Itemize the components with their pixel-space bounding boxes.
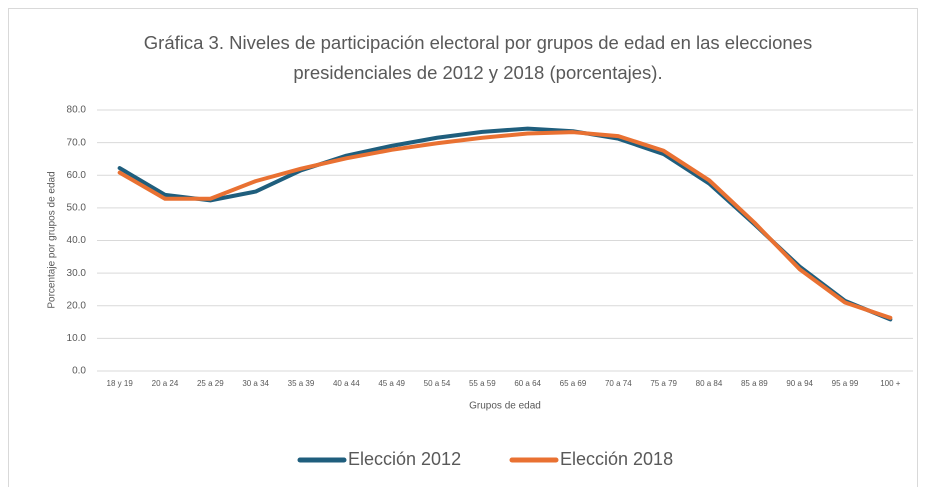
y-tick-label: 40.0	[67, 235, 87, 246]
y-tick-label: 10.0	[67, 333, 87, 344]
x-tick-label: 70 a 74	[605, 379, 632, 388]
x-tick-label: 85 a 89	[741, 379, 768, 388]
y-tick-label: 70.0	[67, 137, 87, 148]
x-tick-label: 25 a 29	[197, 379, 224, 388]
x-tick-label: 55 a 59	[469, 379, 496, 388]
y-axis-label: Porcentaje por grupos de edad	[47, 171, 58, 308]
y-tick-label: 20.0	[67, 300, 87, 311]
chart-title: presidenciales de 2012 y 2018 (porcentaj…	[293, 62, 662, 83]
x-tick-label: 35 a 39	[288, 379, 315, 388]
x-tick-label: 20 a 24	[152, 379, 179, 388]
x-axis-label: Grupos de edad	[469, 401, 541, 412]
chart-title: Gráfica 3. Niveles de participación elec…	[144, 32, 812, 53]
x-tick-label: 100 +	[880, 379, 901, 388]
chart-frame	[8, 8, 918, 487]
series-line	[117, 130, 893, 320]
y-tick-label: 0.0	[72, 366, 86, 377]
x-tick-label: 80 a 84	[696, 379, 723, 388]
x-tick-label: 95 a 99	[832, 379, 859, 388]
x-tick-label: 75 a 79	[650, 379, 677, 388]
y-tick-label: 30.0	[67, 268, 87, 279]
y-tick-label: 60.0	[67, 170, 87, 181]
legend-label: Elección 2018	[560, 449, 673, 469]
x-tick-label: 60 a 64	[514, 379, 541, 388]
y-tick-label: 80.0	[67, 105, 87, 116]
x-tick-label: 45 a 49	[378, 379, 405, 388]
x-tick-label: 65 a 69	[560, 379, 587, 388]
x-tick-label: 40 a 44	[333, 379, 360, 388]
x-tick-label: 50 a 54	[424, 379, 451, 388]
x-tick-label: 90 a 94	[786, 379, 813, 388]
legend-label: Elección 2012	[348, 449, 461, 469]
x-tick-label: 18 y 19	[107, 379, 134, 388]
x-tick-label: 30 a 34	[242, 379, 269, 388]
y-tick-label: 50.0	[67, 203, 87, 214]
